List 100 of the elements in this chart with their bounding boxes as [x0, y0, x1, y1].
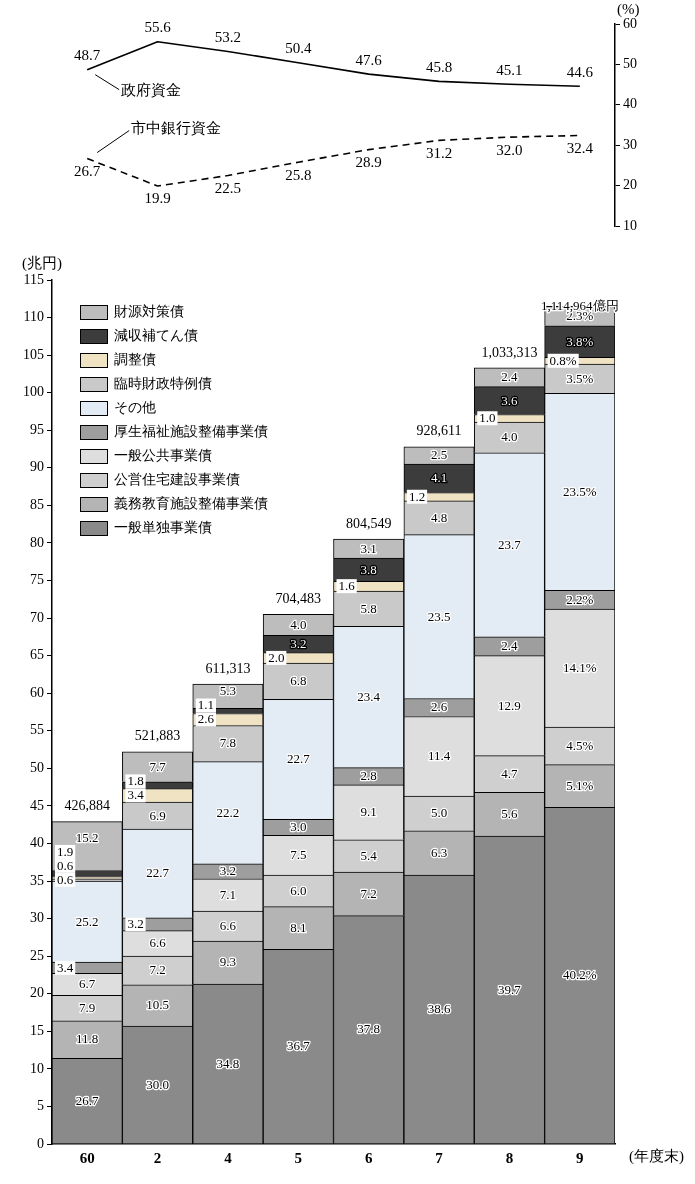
annotation: 3.2: [127, 916, 144, 932]
legend-label: 調整債: [114, 351, 156, 369]
annotation: 15.2: [75, 829, 99, 845]
annotation: 3.8%: [566, 333, 594, 349]
annotation: 7.1: [219, 886, 237, 902]
legend-label: その他: [114, 399, 156, 417]
data-label: 44.6: [566, 63, 594, 80]
legend-label: 一般単独事業債: [114, 519, 212, 537]
annotation: 6.6: [149, 935, 167, 951]
annotation: 9.3: [219, 954, 237, 970]
y-tick-label: 60: [30, 684, 44, 700]
annotation: 2.6: [197, 711, 215, 727]
annotation: 0.6: [57, 857, 74, 873]
annotation: 2.0: [268, 649, 285, 665]
y-tick-label: 55: [30, 722, 44, 738]
annotation: 1.6: [338, 578, 356, 594]
legend-label: 一般公共事業債: [114, 447, 212, 465]
annotation: 4.7: [501, 765, 519, 781]
y-tick-label: 95: [30, 421, 44, 437]
y-tick-label: 105: [23, 346, 44, 362]
data-label: 31.2: [425, 144, 453, 161]
annotation: 3.4: [57, 959, 74, 975]
annotation: 36.7: [286, 1038, 311, 1054]
annotation: 5.3: [219, 683, 237, 699]
annotation: 3.4: [127, 787, 145, 803]
data-label: 22.5: [214, 179, 242, 196]
data-label: 47.6: [355, 51, 383, 68]
y-tick-label: 40: [30, 835, 44, 851]
annotation: 2.4: [501, 369, 519, 385]
x-tick-label: 8: [505, 1149, 514, 1166]
y2-tick-label: 10: [623, 217, 637, 233]
annotation: 34.8: [216, 1055, 240, 1071]
annotation: 1.9: [57, 843, 74, 859]
legend-label: 義務教育施設整備事業債: [114, 495, 268, 513]
annotation: 1.8: [127, 773, 144, 789]
annotation: 0.8%: [549, 352, 577, 368]
annotation: 3.8: [360, 561, 377, 577]
legend-label: 政府資金: [121, 82, 182, 99]
y-tick-label: 10: [30, 1060, 44, 1076]
annotation: 39.7: [498, 981, 522, 997]
y2-tick-label: 40: [623, 96, 637, 112]
y-tick-label: 80: [30, 534, 44, 550]
annotation: 4.0: [290, 616, 307, 632]
y-tick-label: 115: [23, 271, 44, 287]
data-label: 50.4: [285, 40, 312, 57]
annotation: 2.4: [501, 638, 519, 654]
legend-label: 財源対策債: [114, 303, 184, 321]
y-tick-label: 20: [30, 985, 44, 1001]
annotation: 23.4: [357, 688, 381, 704]
y-tick-label: 65: [30, 647, 44, 663]
x-tick-label: 6: [364, 1149, 373, 1166]
x-tick-label: 60: [79, 1149, 95, 1166]
annotation: 14.1%: [563, 659, 597, 675]
y-tick-label: 75: [30, 572, 44, 588]
annotation: 22.7: [146, 865, 170, 881]
annotation: 7.2: [360, 885, 377, 901]
annotation: 23.5: [427, 608, 451, 624]
y-tick-label: 0: [37, 1135, 44, 1151]
x-tick-label: 4: [224, 1149, 233, 1166]
legend-label: 臨時財政特例債: [114, 375, 212, 393]
annotation: 10.5: [146, 997, 169, 1013]
annotation: 1,033,313: [481, 344, 538, 360]
annotation: 0.6: [57, 871, 74, 887]
annotation: 7.9: [79, 999, 96, 1015]
y2-axis-title: (%): [617, 1, 640, 19]
annotation: 23.7: [498, 536, 522, 552]
data-label: 55.6: [144, 19, 172, 36]
annotation: 23.5%: [563, 483, 597, 499]
y-tick-label: 85: [30, 497, 44, 513]
annotation: 3.2: [219, 863, 237, 879]
y-tick-label: 70: [30, 609, 44, 625]
annotation: 3.5%: [566, 370, 594, 386]
x-tick-label: 9: [576, 1149, 584, 1166]
annotation: 804,549: [345, 515, 392, 531]
annotation: 704,483: [275, 591, 322, 606]
data-label: 32.0: [496, 141, 523, 158]
annotation: 5.1%: [566, 777, 594, 793]
y-tick-label: 5: [37, 1098, 44, 1114]
y-axis-title: (兆円): [22, 255, 62, 273]
annotation: 6.8: [290, 673, 307, 689]
annotation: 7.2: [149, 962, 166, 978]
data-label: 25.8: [285, 166, 312, 183]
annotation: 5.0: [430, 805, 448, 821]
y-tick-label: 35: [30, 872, 44, 888]
y-tick-label: 100: [23, 384, 44, 400]
y2-tick-label: 50: [623, 56, 637, 72]
y-tick-label: 45: [30, 797, 44, 813]
text: 市中銀行資金: [131, 119, 222, 136]
annotation: 6.9: [149, 807, 166, 823]
data-label: 45.1: [496, 61, 523, 78]
annotation: 12.9: [498, 697, 521, 713]
y-tick-label: 30: [30, 910, 44, 926]
annotation: 6.0: [290, 882, 307, 898]
x-axis-title: (年度末): [629, 1148, 684, 1166]
data-label: 32.4: [566, 139, 594, 156]
y-tick-label: 90: [30, 459, 44, 475]
annotation: 11.8: [76, 1031, 99, 1047]
y-tick-label: 50: [30, 760, 44, 776]
annotation: 521,883: [134, 728, 181, 744]
annotation: 4.0: [501, 429, 518, 445]
